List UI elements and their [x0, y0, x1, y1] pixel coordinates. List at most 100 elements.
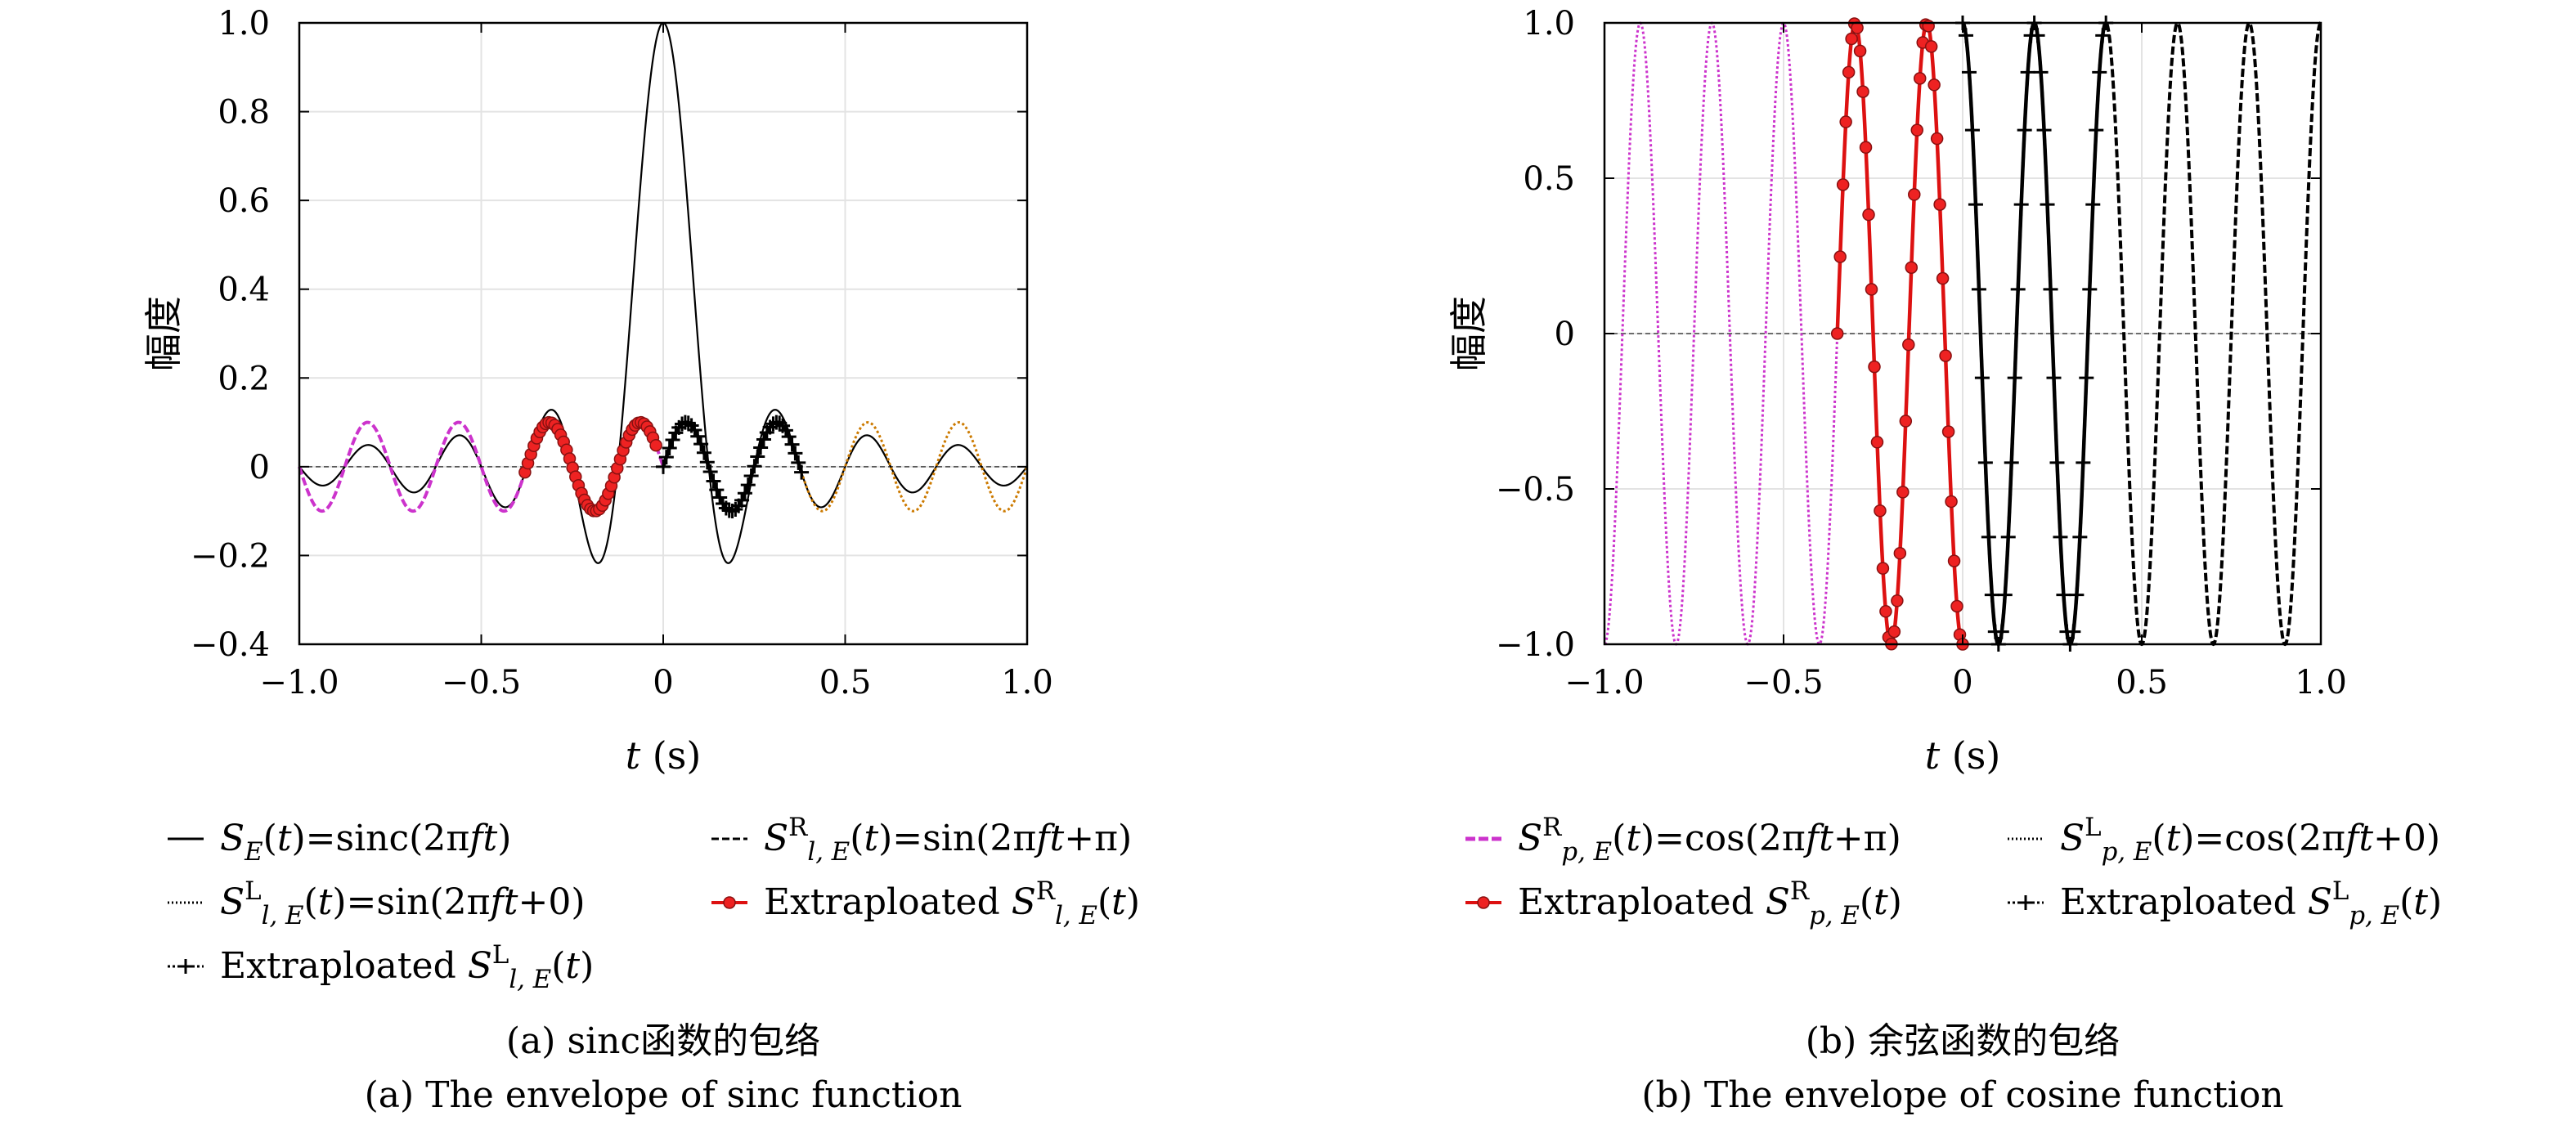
marker-plus — [656, 459, 671, 474]
marker-plus — [2049, 455, 2065, 470]
marker-plus — [1994, 624, 2009, 639]
marker-circle — [1941, 425, 1955, 438]
marker-circle — [1833, 250, 1847, 263]
marker-circle — [1862, 208, 1875, 222]
marker-plus — [2033, 65, 2049, 80]
legend-entry-2: SLp, E(t)=cos(2πft+0) — [2060, 813, 2440, 867]
x-tick-label: 1.0 — [1001, 664, 1053, 701]
marker-plus — [734, 492, 750, 508]
legend-marker-plus — [2018, 895, 2033, 910]
marker-circle — [1836, 178, 1850, 191]
y-tick-label: 0.4 — [218, 271, 270, 309]
marker-circle — [1947, 554, 1961, 567]
marker-plus — [737, 486, 752, 501]
marker-plus — [2069, 587, 2085, 603]
marker-circle — [1887, 625, 1901, 639]
marker-plus — [2092, 65, 2107, 80]
marker-circle — [1865, 283, 1878, 296]
marker-plus — [1968, 197, 1983, 213]
marker-plus — [1971, 281, 1986, 297]
marker-circle — [1876, 562, 1890, 575]
y-tick-label: −0.4 — [191, 626, 270, 664]
marker-plus — [791, 455, 806, 470]
marker-plus — [1964, 123, 1980, 138]
legend-entry-1: SE(t)=sinc(2πft) — [220, 818, 511, 867]
marker-plus — [2004, 455, 2019, 470]
legend-entry-4: Extraploated SLp, E(t) — [2060, 876, 2442, 930]
legend-marker-circle — [723, 896, 736, 909]
legend-entry-3: SLl, E(t)=sin(2πft+0) — [220, 876, 586, 930]
marker-plus — [696, 445, 711, 460]
marker-plus — [1977, 455, 1993, 470]
marker-circle — [1936, 271, 1950, 285]
marker-plus — [1974, 370, 1990, 386]
marker-plus — [728, 502, 743, 518]
y-tick-label: 0.6 — [218, 182, 270, 220]
marker-plus — [706, 473, 721, 489]
marker-plus — [665, 432, 680, 447]
marker-plus — [680, 415, 696, 431]
marker-plus — [756, 432, 771, 447]
legend-entry-1: SRp, E(t)=cos(2πft+π) — [1518, 813, 1901, 867]
marker-plus — [2095, 28, 2111, 43]
caption-en: (a) The envelope of sinc function — [365, 1074, 963, 1116]
legend — [1465, 836, 2044, 910]
marker-circle — [1856, 85, 1869, 98]
marker-plus — [747, 459, 762, 474]
marker-circle — [1879, 605, 1892, 618]
marker-plus — [2043, 281, 2058, 297]
marker-plus — [2082, 281, 2098, 297]
marker-plus — [712, 490, 728, 505]
x-tick-label: −1.0 — [259, 664, 339, 701]
x-axis-label: t (s) — [1925, 733, 2001, 778]
marker-plus — [2046, 370, 2062, 386]
marker-plus — [702, 464, 718, 480]
marker-plus — [658, 450, 674, 465]
marker-plus — [2000, 529, 2016, 545]
x-tick-label: 0 — [1952, 664, 1972, 701]
y-tick-label: −0.5 — [1496, 471, 1575, 509]
marker-circle — [1950, 599, 1963, 613]
marker-plus — [750, 449, 765, 464]
marker-plus — [794, 464, 810, 480]
marker-plus — [662, 441, 677, 456]
marker-plus — [2085, 197, 2101, 213]
marker-plus — [788, 446, 803, 461]
marker-plus — [1961, 65, 1977, 80]
marker-plus — [2056, 587, 2071, 603]
marker-circle — [1939, 349, 1952, 362]
marker-circle — [1928, 78, 1941, 92]
marker-plus — [2072, 529, 2088, 545]
legend-marker-circle — [1477, 896, 1490, 909]
marker-circle — [1924, 40, 1938, 53]
marker-plus — [1984, 587, 1999, 603]
marker-plus — [778, 423, 793, 438]
marker-plus — [2036, 123, 2052, 138]
series-line-1 — [1604, 21, 1963, 646]
marker-plus — [2066, 624, 2081, 639]
legend-entry-3: Extraploated SRp, E(t) — [1518, 876, 1902, 930]
marker-plus — [743, 468, 759, 483]
marker-circle — [1905, 261, 1919, 274]
legend-marker-plus — [178, 959, 193, 974]
legend — [168, 837, 747, 974]
x-axis-label: t (s) — [626, 733, 702, 778]
marker-plus — [1981, 529, 1996, 545]
marker-circle — [1839, 115, 1852, 128]
marker-plus — [2089, 123, 2104, 138]
marker-circle — [1910, 123, 1924, 137]
marker-plus — [781, 429, 797, 445]
marker-plus — [687, 423, 702, 438]
marker-circle — [1891, 594, 1904, 607]
y-tick-label: 0.8 — [218, 94, 270, 132]
legend-entry-5: Extraploated SLl, E(t) — [220, 940, 594, 994]
marker-plus — [2053, 529, 2068, 545]
marker-plus — [1958, 28, 1973, 43]
caption-cn: (a) sinc函数的包络 — [506, 1020, 820, 1062]
marker-plus — [753, 440, 769, 455]
marker-plus — [693, 437, 709, 452]
marker-plus — [2040, 197, 2055, 213]
marker-circle — [1870, 436, 1884, 449]
marker-circle — [1830, 327, 1844, 340]
